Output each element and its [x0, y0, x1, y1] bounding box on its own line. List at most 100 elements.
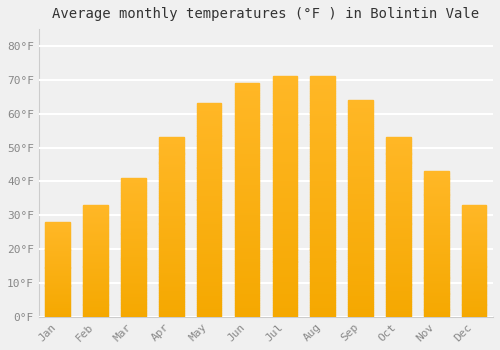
Bar [197, 287, 222, 289]
Bar [234, 293, 260, 296]
Bar [234, 212, 260, 214]
Bar [234, 118, 260, 121]
Bar [310, 269, 335, 271]
Bar [462, 219, 486, 221]
Bar [272, 295, 297, 298]
Bar [386, 279, 410, 281]
Bar [272, 173, 297, 175]
Bar [121, 239, 146, 240]
Bar [197, 240, 222, 242]
Bar [159, 279, 184, 281]
Bar [159, 150, 184, 152]
Bar [84, 263, 108, 264]
Bar [197, 308, 222, 310]
Bar [386, 168, 410, 170]
Bar [462, 235, 486, 236]
Bar [386, 295, 410, 297]
Bar [84, 272, 108, 273]
Bar [84, 261, 108, 262]
Bar [234, 216, 260, 219]
Bar [197, 148, 222, 150]
Bar [197, 168, 222, 170]
Bar [348, 198, 373, 200]
Bar [197, 125, 222, 127]
Bar [272, 271, 297, 274]
Bar [310, 115, 335, 117]
Bar [121, 200, 146, 202]
Bar [462, 251, 486, 252]
Bar [310, 290, 335, 293]
Bar [197, 291, 222, 293]
Bar [348, 167, 373, 169]
Bar [424, 263, 448, 264]
Bar [348, 131, 373, 133]
Bar [159, 283, 184, 285]
Bar [159, 281, 184, 283]
Bar [159, 302, 184, 304]
Bar [272, 79, 297, 81]
Bar [121, 199, 146, 200]
Bar [386, 145, 410, 146]
Bar [424, 189, 448, 190]
Bar [46, 287, 70, 288]
Bar [159, 175, 184, 177]
Bar [424, 257, 448, 259]
Bar [197, 202, 222, 204]
Bar [197, 193, 222, 195]
Bar [234, 277, 260, 279]
Bar [84, 289, 108, 290]
Bar [272, 170, 297, 173]
Bar [197, 225, 222, 227]
Bar [386, 243, 410, 245]
Bar [348, 295, 373, 297]
Bar [121, 216, 146, 217]
Bar [46, 228, 70, 229]
Bar [234, 191, 260, 193]
Bar [234, 256, 260, 258]
Bar [424, 206, 448, 208]
Bar [159, 161, 184, 162]
Bar [310, 206, 335, 209]
Bar [348, 250, 373, 252]
Bar [84, 278, 108, 279]
Bar [272, 81, 297, 84]
Bar [386, 146, 410, 148]
Bar [121, 246, 146, 247]
Bar [84, 210, 108, 211]
Bar [272, 112, 297, 115]
Bar [462, 234, 486, 235]
Bar [424, 290, 448, 292]
Bar [46, 263, 70, 264]
Bar [159, 243, 184, 245]
Bar [272, 273, 297, 276]
Bar [386, 272, 410, 274]
Bar [386, 286, 410, 288]
Bar [386, 304, 410, 306]
Bar [46, 283, 70, 284]
Bar [462, 286, 486, 287]
Bar [424, 214, 448, 215]
Bar [121, 271, 146, 272]
Bar [84, 231, 108, 232]
Bar [424, 177, 448, 178]
Bar [234, 104, 260, 107]
Bar [46, 297, 70, 298]
Bar [159, 301, 184, 302]
Bar [234, 151, 260, 153]
Bar [462, 216, 486, 217]
Bar [462, 247, 486, 248]
Bar [159, 277, 184, 279]
Bar [272, 132, 297, 134]
Bar [159, 248, 184, 250]
Bar [121, 195, 146, 196]
Bar [234, 144, 260, 146]
Bar [46, 298, 70, 299]
Bar [462, 306, 486, 307]
Bar [159, 274, 184, 275]
Bar [424, 274, 448, 276]
Bar [386, 315, 410, 317]
Bar [159, 236, 184, 238]
Bar [424, 266, 448, 267]
Bar [197, 268, 222, 270]
Bar [424, 286, 448, 288]
